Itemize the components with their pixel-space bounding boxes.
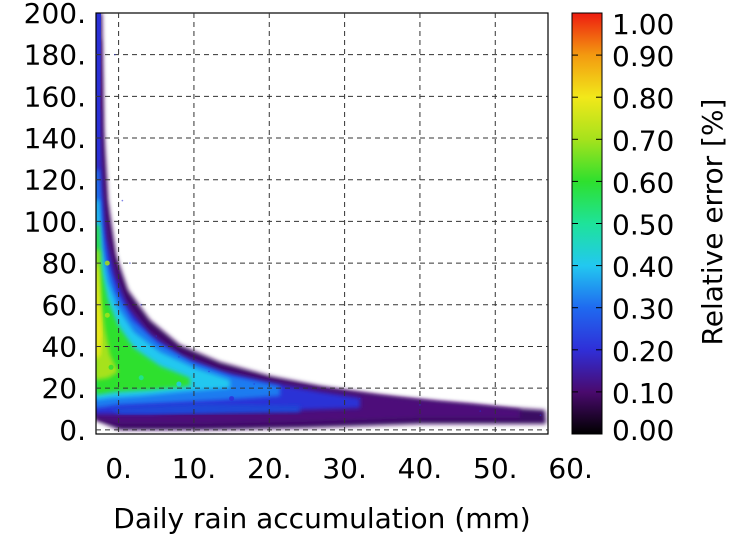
x-tick-label: 50. bbox=[473, 452, 518, 485]
hotspot-point bbox=[104, 312, 110, 318]
heat-band-yellow bbox=[96, 263, 102, 359]
ridge-point bbox=[253, 383, 255, 385]
y-tick-label: 100. bbox=[24, 205, 86, 238]
x-axis-label: Daily rain accumulation (mm) bbox=[113, 502, 530, 535]
colorbar-tick-label: 0.30 bbox=[612, 293, 674, 326]
heat-band-yellowgreen bbox=[96, 250, 118, 380]
ridge-point bbox=[129, 262, 131, 264]
colorbar-tick-label: 0.50 bbox=[612, 209, 674, 242]
hotspot-point bbox=[229, 396, 235, 402]
x-tick-label: 0. bbox=[105, 452, 132, 485]
ridge-point bbox=[419, 404, 421, 406]
colorbar-tick-label: 0.20 bbox=[612, 335, 674, 368]
ridge-point bbox=[121, 199, 124, 202]
colorbar-tick-label: 1.00 bbox=[612, 8, 674, 41]
x-tick-label: 20. bbox=[247, 452, 292, 485]
y-tick-label: 200. bbox=[24, 0, 86, 30]
ridge-point bbox=[306, 391, 308, 394]
y-tick-labels: 0. 20. 40. 60. 80. 100. 120. 140. 160. 180. 200. bbox=[24, 0, 86, 447]
heat-low-streak bbox=[110, 404, 300, 414]
hotspot-point bbox=[108, 364, 114, 370]
colorbar-label: Relative error [%] bbox=[696, 99, 729, 346]
heat-band-green bbox=[96, 225, 190, 395]
y-tick-label: 40. bbox=[41, 330, 86, 363]
heat-needle bbox=[96, 13, 101, 160]
x-tick-labels: 0. 10. 20. 30. 40. 50. 60. bbox=[105, 452, 593, 485]
colorbar-tick-label: 0.90 bbox=[612, 40, 674, 73]
y-tick-label: 160. bbox=[24, 80, 86, 113]
x-tick-label: 30. bbox=[322, 452, 367, 485]
colorbar-tick-label: 0.00 bbox=[612, 414, 674, 447]
ridge-point bbox=[114, 53, 116, 56]
colorbar-tick-label: 0.70 bbox=[612, 124, 674, 157]
hotspot-point bbox=[104, 260, 110, 266]
y-tick-label: 140. bbox=[24, 122, 86, 155]
colorbar-tick-labels: 0.00 0.10 0.20 0.30 0.40 0.50 0.60 0.70 0.80 0.90… bbox=[572, 8, 674, 447]
hotspot-point bbox=[176, 381, 182, 387]
plot-frame bbox=[95, 12, 549, 435]
x-tick-label: 40. bbox=[398, 452, 443, 485]
colorbar-tick-label: 0.10 bbox=[612, 377, 674, 410]
y-tick-label: 120. bbox=[24, 164, 86, 197]
hotspot-markers bbox=[104, 260, 235, 402]
y-tick-label: 0. bbox=[59, 414, 86, 447]
y-tick-label: 60. bbox=[41, 289, 86, 322]
colorbar-tick-label: 0.80 bbox=[612, 82, 674, 115]
colorbar-tick-label: 0.40 bbox=[612, 251, 674, 284]
ridge-point bbox=[178, 356, 180, 358]
ridge-point bbox=[208, 370, 210, 373]
colorbar-tick-label: 0.60 bbox=[612, 166, 674, 199]
hotspot-point bbox=[138, 375, 144, 381]
ridge-point bbox=[539, 414, 542, 417]
ridge-point bbox=[479, 410, 482, 412]
ridge-markers bbox=[114, 53, 542, 417]
y-tick-label: 20. bbox=[41, 372, 86, 405]
ridge-point bbox=[358, 397, 361, 400]
y-tick-label: 80. bbox=[41, 247, 86, 280]
x-tick-label: 10. bbox=[172, 452, 217, 485]
ridge-point bbox=[155, 335, 158, 337]
grid-lines bbox=[96, 13, 548, 434]
x-tick-label: 60. bbox=[548, 452, 593, 485]
ridge-point bbox=[140, 303, 142, 306]
y-tick-label: 180. bbox=[24, 39, 86, 72]
